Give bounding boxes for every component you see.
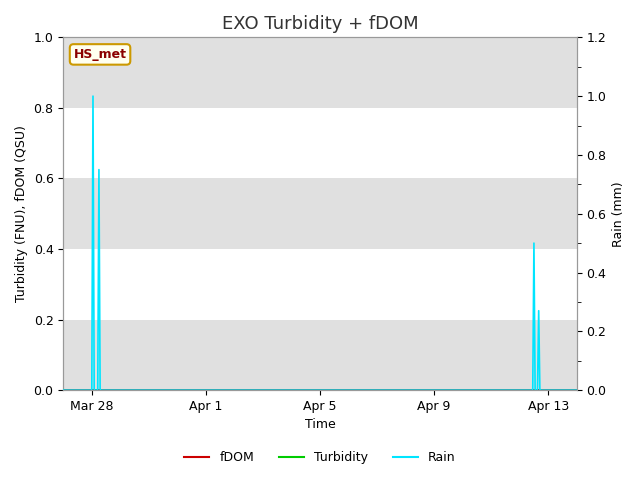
Bar — [63, 320, 577, 390]
Turbidity — [106, 387, 113, 393]
fDOM — [180, 387, 188, 393]
fDOM — [84, 387, 92, 393]
Rain — [89, 93, 97, 99]
Bar — [63, 179, 577, 249]
Rain — [364, 387, 371, 393]
fDOM — [362, 387, 370, 393]
Turbidity — [573, 387, 580, 393]
Y-axis label: Rain (mm): Rain (mm) — [612, 181, 625, 247]
Rain — [182, 387, 189, 393]
Rain — [60, 387, 67, 393]
Y-axis label: Turbidity (FNU), fDOM (QSU): Turbidity (FNU), fDOM (QSU) — [15, 125, 28, 302]
Text: HS_met: HS_met — [74, 48, 127, 61]
Title: EXO Turbidity + fDOM: EXO Turbidity + fDOM — [221, 15, 419, 33]
fDOM — [472, 387, 479, 393]
Line: Rain: Rain — [63, 96, 577, 390]
Rain — [359, 387, 367, 393]
fDOM — [358, 387, 365, 393]
Turbidity — [362, 387, 370, 393]
Bar — [63, 37, 577, 108]
Turbidity — [60, 387, 67, 393]
Rain — [573, 387, 580, 393]
fDOM — [573, 387, 580, 393]
fDOM — [60, 387, 67, 393]
Rain — [84, 387, 92, 393]
Turbidity — [472, 387, 479, 393]
Rain — [107, 387, 115, 393]
Turbidity — [180, 387, 188, 393]
X-axis label: Time: Time — [305, 419, 335, 432]
Turbidity — [84, 387, 92, 393]
Turbidity — [358, 387, 365, 393]
Rain — [473, 387, 481, 393]
fDOM — [106, 387, 113, 393]
Legend: fDOM, Turbidity, Rain: fDOM, Turbidity, Rain — [179, 446, 461, 469]
